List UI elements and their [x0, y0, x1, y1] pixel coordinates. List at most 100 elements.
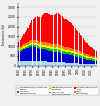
Bar	[24, 61, 25, 66]
Bar	[34, 18, 35, 40]
Bar	[34, 40, 35, 43]
Bar	[47, 61, 48, 66]
Bar	[46, 46, 47, 47]
Bar	[85, 54, 86, 56]
Bar	[40, 61, 42, 66]
Bar	[25, 49, 26, 61]
Bar	[60, 50, 61, 53]
Bar	[73, 26, 74, 49]
Bar	[94, 58, 96, 59]
Bar	[42, 61, 43, 66]
Bar	[72, 55, 73, 63]
Bar	[66, 47, 67, 50]
Bar	[35, 17, 36, 40]
Bar	[71, 48, 72, 51]
Bar	[90, 57, 92, 59]
Bar	[89, 64, 90, 66]
Bar	[66, 54, 67, 63]
Bar	[89, 55, 90, 57]
Bar	[85, 57, 86, 59]
Bar	[22, 47, 23, 49]
Bar	[43, 49, 44, 61]
Bar	[24, 44, 25, 46]
Bar	[27, 42, 28, 45]
Bar	[37, 45, 38, 48]
Bar	[63, 49, 64, 51]
Bar	[79, 51, 80, 54]
Bar	[81, 52, 82, 54]
Bar	[20, 40, 21, 47]
Bar	[67, 47, 68, 50]
Bar	[64, 63, 65, 66]
Bar	[44, 45, 46, 47]
Bar	[93, 59, 94, 61]
Bar	[46, 13, 47, 42]
Bar	[76, 56, 77, 63]
Bar	[34, 43, 35, 45]
Bar	[90, 56, 92, 57]
Bar	[52, 15, 54, 44]
Bar	[31, 40, 32, 43]
Bar	[67, 52, 68, 54]
Bar	[77, 53, 78, 54]
Bar	[54, 49, 55, 52]
Bar	[76, 30, 77, 50]
Bar	[90, 47, 92, 56]
Bar	[89, 46, 90, 55]
Bar	[82, 38, 84, 53]
Bar	[38, 46, 39, 48]
Bar	[54, 44, 55, 48]
Bar	[50, 47, 51, 49]
Bar	[84, 57, 85, 59]
Bar	[69, 52, 70, 55]
Bar	[88, 60, 89, 64]
Bar	[24, 50, 25, 61]
Bar	[63, 62, 64, 66]
Bar	[31, 61, 32, 66]
Bar	[88, 64, 89, 66]
Bar	[82, 53, 84, 55]
Bar	[26, 45, 27, 47]
Bar	[48, 51, 50, 62]
Bar	[42, 42, 43, 45]
Bar	[69, 63, 70, 66]
Bar	[33, 61, 34, 66]
Bar	[84, 53, 85, 56]
Bar	[39, 47, 40, 49]
Bar	[35, 43, 36, 45]
Bar	[34, 45, 35, 47]
Bar	[77, 63, 78, 66]
Bar	[88, 58, 89, 60]
Bar	[55, 52, 56, 62]
Bar	[22, 61, 23, 66]
Bar	[64, 19, 65, 47]
Bar	[67, 20, 68, 47]
Bar	[96, 51, 97, 57]
Bar	[54, 48, 55, 49]
Bar	[94, 50, 96, 57]
Bar	[25, 47, 26, 49]
Bar	[59, 52, 60, 62]
Bar	[44, 13, 46, 42]
Bar	[62, 51, 63, 53]
Bar	[46, 61, 47, 66]
Bar	[72, 52, 73, 53]
Bar	[21, 46, 22, 48]
Bar	[56, 47, 57, 49]
Bar	[21, 48, 22, 49]
Bar	[39, 45, 40, 47]
Bar	[56, 44, 57, 47]
Bar	[59, 50, 60, 52]
Bar	[38, 44, 39, 46]
Bar	[68, 50, 69, 52]
Bar	[33, 19, 34, 40]
Bar	[77, 50, 78, 53]
Bar	[31, 43, 32, 44]
Bar	[24, 48, 25, 50]
Bar	[80, 35, 81, 51]
Bar	[50, 15, 51, 43]
Bar	[84, 40, 85, 53]
Bar	[96, 57, 97, 59]
Bar	[58, 50, 59, 52]
Bar	[85, 56, 86, 57]
